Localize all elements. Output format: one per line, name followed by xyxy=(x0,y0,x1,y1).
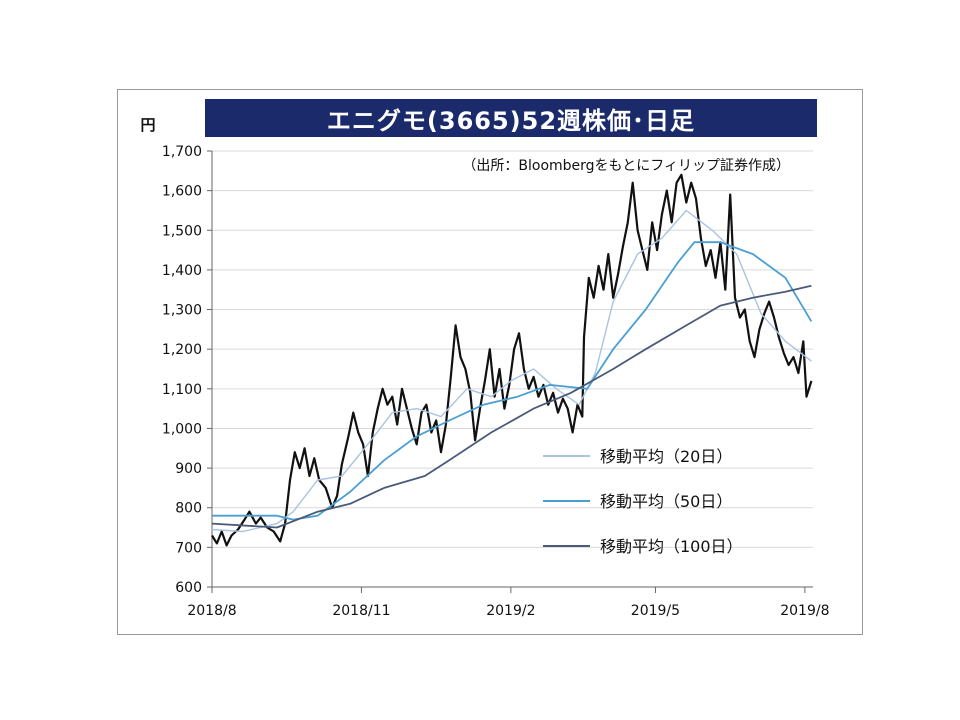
x-tick-label: 2019/2 xyxy=(486,603,535,619)
y-axis-label: 円 xyxy=(140,116,155,134)
y-tick-label: 1,700 xyxy=(162,144,202,160)
legend-label: 移動平均（50日） xyxy=(600,492,732,511)
y-tick-label: 700 xyxy=(175,540,202,556)
y-tick-label: 600 xyxy=(175,580,202,596)
chart-subtitle: （出所：Bloombergをもとにフィリップ証券作成） xyxy=(462,158,790,174)
series-line-3 xyxy=(211,284,812,529)
axes: 600 700 800 900 1,000 1,100 1,200 1,300 1,400 1,5… xyxy=(162,144,830,619)
y-tick-label: 900 xyxy=(175,461,202,477)
legend: 移動平均（20日） 移動平均（50日） 移動平均（100日） xyxy=(543,447,743,556)
x-tick-label: 2019/5 xyxy=(631,603,680,619)
x-tick-label: 2019/8 xyxy=(780,603,829,619)
x-tick-label: 2018/11 xyxy=(332,603,390,619)
y-tick-label: 1,000 xyxy=(162,421,202,437)
y-tick-label: 1,500 xyxy=(162,223,202,239)
series-line-2 xyxy=(212,241,813,521)
legend-label: 移動平均（20日） xyxy=(600,447,732,466)
y-tick-label: 1,100 xyxy=(162,382,202,398)
x-tick-label: 2018/8 xyxy=(187,603,236,619)
y-tick-label: 1,600 xyxy=(162,184,202,200)
y-tick-label: 1,200 xyxy=(162,342,202,358)
series-line-0 xyxy=(211,173,813,547)
series-group xyxy=(211,173,813,547)
y-tick-label: 1,300 xyxy=(162,303,202,319)
legend-label: 移動平均（100日） xyxy=(600,537,743,556)
y-tick-label: 800 xyxy=(175,501,202,517)
series-line-1 xyxy=(211,209,812,533)
chart-title: エニグモ(3665)52週株価･日足 xyxy=(205,99,817,137)
y-tick-label: 1,400 xyxy=(162,263,202,279)
